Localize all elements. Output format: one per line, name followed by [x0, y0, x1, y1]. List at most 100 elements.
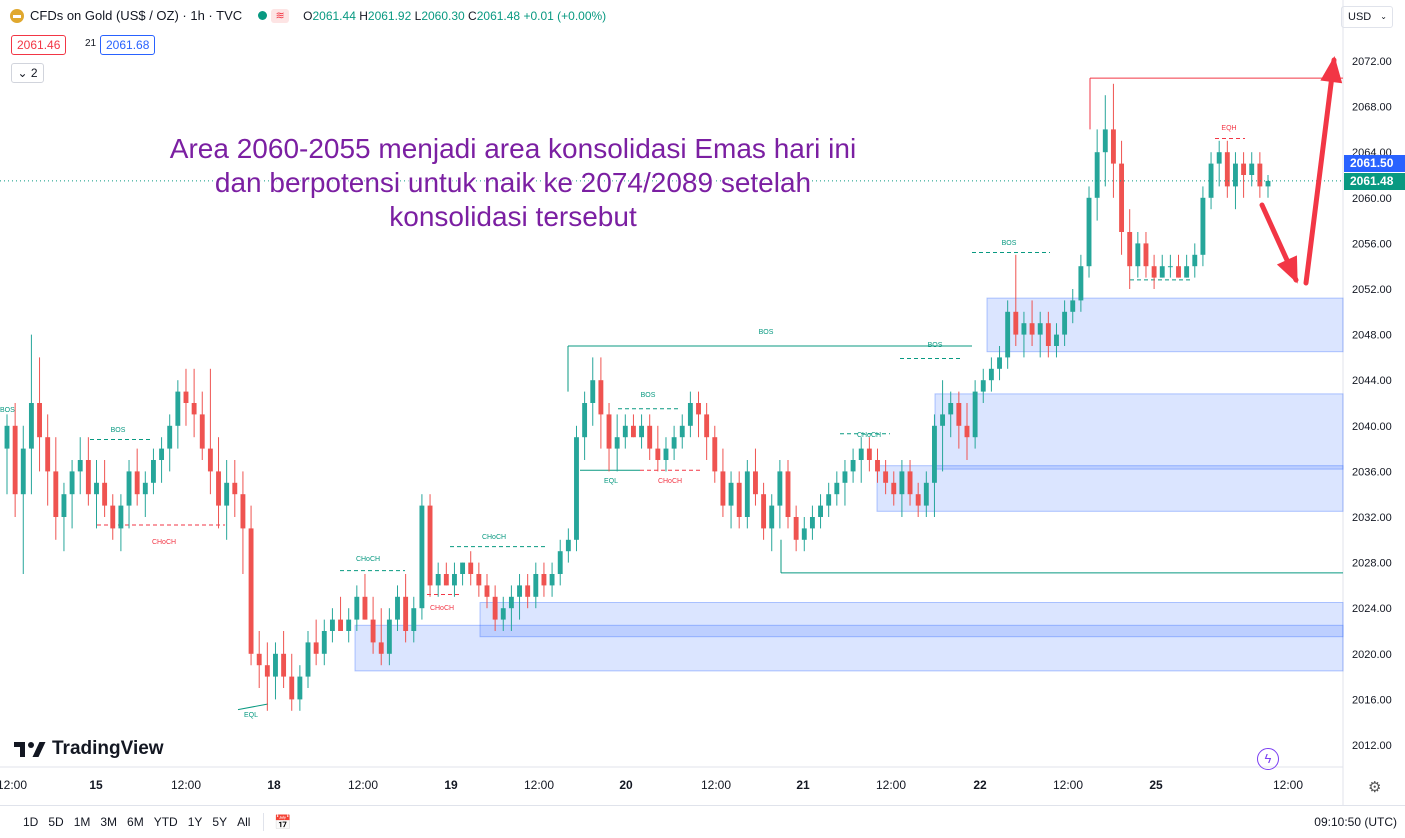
sell-price-button[interactable]: 2061.46 [11, 35, 67, 55]
candle-body[interactable] [1200, 197, 1206, 255]
candle-body[interactable] [793, 517, 799, 540]
candle-body[interactable] [899, 471, 905, 495]
candle-body[interactable] [395, 596, 400, 620]
currency-select[interactable]: ⌄ USD [1341, 6, 1393, 28]
candle-body[interactable] [940, 414, 946, 426]
candle-body[interactable] [175, 391, 181, 426]
candle-body[interactable] [134, 471, 140, 495]
candle-body[interactable] [932, 425, 937, 483]
candle-body[interactable] [980, 380, 986, 392]
candle-body[interactable] [606, 414, 612, 449]
candle-body[interactable] [679, 425, 685, 438]
candle-body[interactable] [622, 425, 628, 438]
candle-body[interactable] [20, 448, 26, 495]
candle-body[interactable] [1233, 163, 1238, 187]
candle-body[interactable] [183, 391, 189, 403]
candle-body[interactable] [590, 380, 596, 403]
candle-body[interactable] [574, 437, 579, 540]
candle-body[interactable] [191, 403, 197, 415]
candle-body[interactable] [484, 585, 490, 597]
candle-body[interactable] [744, 471, 750, 517]
candle-body[interactable] [378, 642, 384, 654]
candle-body[interactable] [907, 471, 913, 495]
candle-body[interactable] [61, 494, 67, 517]
candle-body[interactable] [386, 619, 392, 654]
candle-body[interactable] [525, 585, 531, 597]
candle-body[interactable] [891, 482, 897, 495]
range-button-1y[interactable]: 1Y [187, 815, 203, 829]
candle-body[interactable] [321, 631, 327, 654]
candle-body[interactable] [492, 596, 498, 620]
candle-body[interactable] [948, 403, 954, 415]
candle-body[interactable] [883, 471, 889, 483]
candle-body[interactable] [403, 596, 409, 631]
candle-body[interactable] [346, 619, 352, 631]
candle-body[interactable] [1265, 180, 1271, 187]
candle-body[interactable] [712, 437, 718, 472]
candle-body[interactable] [866, 448, 872, 460]
range-button-1m[interactable]: 1M [73, 815, 91, 829]
candle-body[interactable] [443, 574, 449, 586]
range-button-ytd[interactable]: YTD [153, 815, 178, 829]
candle-body[interactable] [647, 425, 653, 449]
candle-body[interactable] [988, 368, 994, 381]
candle-body[interactable] [297, 676, 303, 700]
candle-body[interactable] [12, 425, 18, 495]
range-button-6m[interactable]: 6M [127, 815, 144, 829]
candle-body[interactable] [362, 596, 368, 620]
candle-body[interactable] [834, 482, 840, 495]
range-button-all[interactable]: All [237, 815, 251, 829]
candle-body[interactable] [452, 574, 457, 586]
candle-body[interactable] [1176, 266, 1181, 278]
candle-body[interactable] [305, 642, 311, 677]
candle-body[interactable] [1078, 266, 1084, 301]
candle-body[interactable] [549, 574, 555, 586]
candle-body[interactable] [329, 619, 335, 631]
candle-body[interactable] [964, 425, 970, 438]
candle-body[interactable] [785, 471, 791, 517]
candle-body[interactable] [1110, 129, 1116, 164]
candle-body[interactable] [826, 494, 832, 506]
candle-body[interactable] [216, 471, 221, 506]
buy-price-button[interactable]: 2061.68 [100, 35, 156, 55]
candle-body[interactable] [370, 619, 376, 643]
candle-body[interactable] [915, 494, 921, 506]
candle-body[interactable] [338, 619, 343, 631]
candle-body[interactable] [769, 505, 775, 529]
candle-body[interactable] [45, 437, 51, 472]
candle-body[interactable] [541, 574, 547, 586]
candle-body[interactable] [639, 425, 645, 438]
range-button-1d[interactable]: 1D [23, 815, 39, 829]
candle-body[interactable] [142, 482, 148, 495]
candle-body[interactable] [1070, 300, 1076, 312]
candle-body[interactable] [500, 608, 506, 620]
candle-body[interactable] [1184, 266, 1190, 278]
candle-body[interactable] [85, 460, 91, 495]
candle-body[interactable] [1062, 311, 1068, 335]
candle-body[interactable] [696, 403, 701, 415]
candle-body[interactable] [517, 585, 522, 597]
candle-body[interactable] [1167, 266, 1173, 268]
candle-body[interactable] [923, 482, 929, 506]
candle-body[interactable] [1208, 163, 1214, 198]
candle-body[interactable] [1119, 163, 1125, 232]
range-button-5d[interactable]: 5D [48, 815, 64, 829]
candle-body[interactable] [427, 505, 433, 586]
candle-body[interactable] [1005, 311, 1011, 358]
candle-body[interactable] [150, 460, 156, 483]
candle-body[interactable] [850, 460, 856, 472]
candle-body[interactable] [248, 528, 254, 654]
lightning-icon[interactable]: ϟ [1257, 748, 1279, 770]
candle-body[interactable] [273, 653, 278, 677]
indicators-toggle-button[interactable]: ⌄ 2 [11, 63, 44, 83]
candle-body[interactable] [354, 596, 360, 620]
candle-body[interactable] [468, 562, 474, 574]
candle-body[interactable] [687, 403, 693, 426]
candle-body[interactable] [761, 494, 767, 529]
candle-body[interactable] [565, 539, 571, 552]
candle-body[interactable] [207, 448, 213, 472]
candle-body[interactable] [736, 482, 742, 517]
candle-body[interactable] [281, 653, 287, 677]
candle-body[interactable] [1216, 152, 1222, 164]
candle-body[interactable] [875, 460, 880, 472]
